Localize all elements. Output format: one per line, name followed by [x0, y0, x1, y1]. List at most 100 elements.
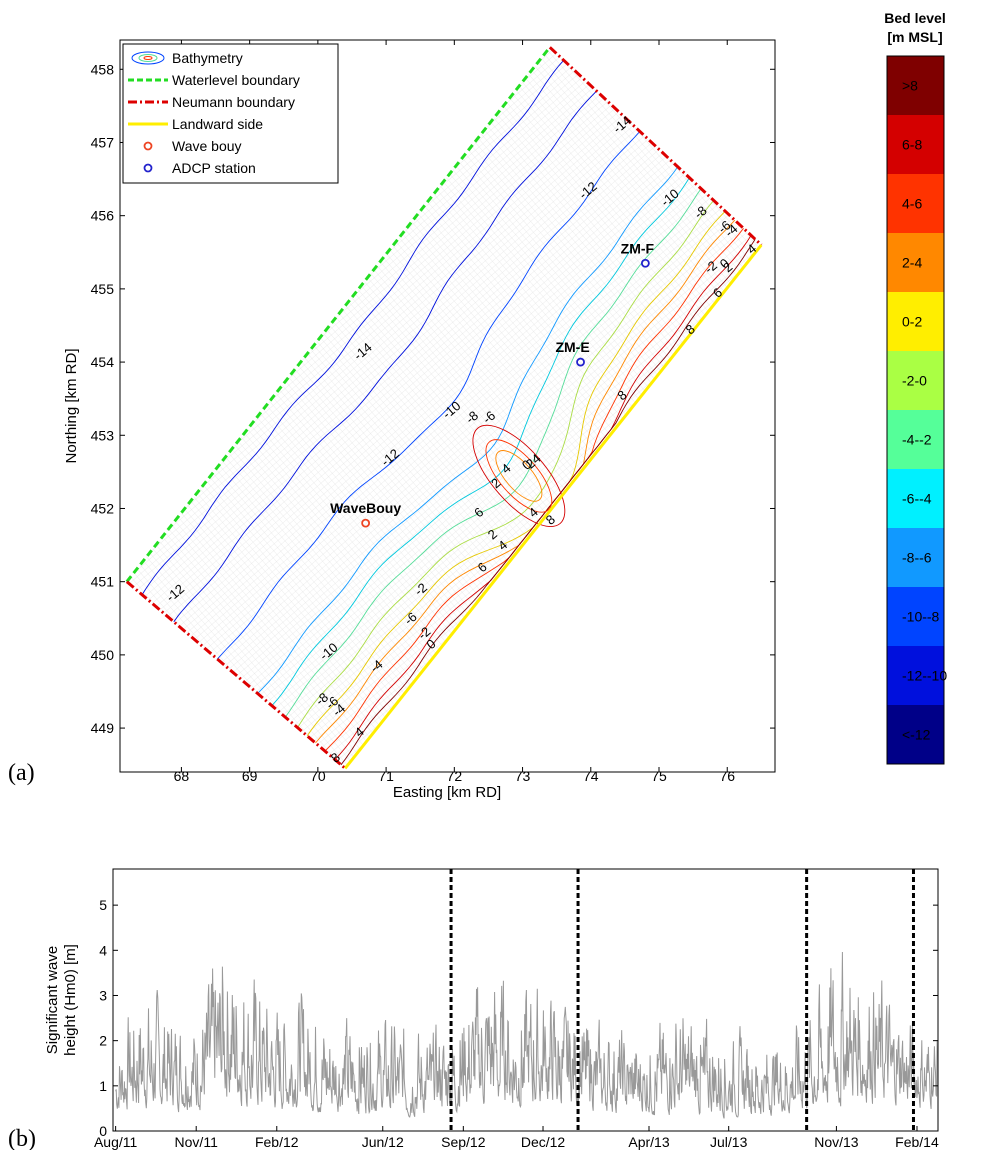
- y-tick-label: 1: [99, 1078, 107, 1094]
- panel-label-a: (a): [8, 760, 35, 786]
- colorbar-label: 6-8: [902, 137, 922, 153]
- legend-bathymetry-icon-inner: [138, 54, 158, 62]
- y-tick-label: 450: [91, 647, 115, 663]
- station-label: ZM-E: [555, 339, 589, 355]
- x-tick-label: 70: [310, 768, 326, 784]
- x-tick-label: Nov/11: [175, 1134, 219, 1150]
- landward-side: [343, 244, 763, 770]
- colorbar-label: -8--6: [902, 550, 932, 566]
- x-tick-label: Jul/13: [710, 1134, 748, 1150]
- x-tick-label: Dec/12: [521, 1134, 566, 1150]
- colorbar-swatch: [887, 233, 944, 292]
- waterlevel-boundary: [125, 46, 552, 583]
- legend-label: Landward side: [172, 116, 263, 132]
- wave-x-ticks: Aug/11 Nov/11 Feb/12 Jun/12 Sep/12 Dec/12 Apr/…: [94, 1126, 939, 1150]
- colorbar-title-line2: [m MSL]: [887, 29, 942, 45]
- wave-y-ticks: 0 1 2 3 4 5: [99, 897, 938, 1139]
- legend-bathymetry-icon-core: [143, 56, 153, 60]
- y-tick-label: 449: [91, 720, 115, 736]
- contour-line: [284, 188, 702, 718]
- colorbar-label: -10--8: [902, 609, 940, 625]
- x-tick-label: 72: [447, 768, 463, 784]
- legend-marker-icon: [143, 141, 153, 151]
- colorbar-label: -6--4: [902, 491, 932, 507]
- x-tick-label: Feb/14: [895, 1134, 939, 1150]
- legend-marker-icon: [143, 163, 153, 173]
- legend-label: Waterlevel boundary: [172, 72, 300, 88]
- y-tick-label: 451: [91, 574, 115, 590]
- y-tick-label: 455: [91, 281, 115, 297]
- wave-panel: Aug/11 Nov/11 Feb/12 Jun/12 Sep/12 Dec/12 Apr/…: [8, 868, 939, 1150]
- y-tick-label: 456: [91, 208, 115, 224]
- stations: WaveBouy ZM-E ZM-F: [330, 240, 655, 528]
- wave-y-axis-label-line1: Significant wave: [44, 946, 61, 1054]
- colorbar-label: 0-2: [902, 314, 922, 330]
- x-tick-label: 69: [242, 768, 258, 784]
- colorbar-label: <-12: [902, 727, 931, 743]
- x-tick-label: 68: [174, 768, 190, 784]
- legend-label: Bathymetry: [172, 50, 243, 66]
- x-tick-label: 76: [719, 768, 735, 784]
- colorbar-swatch: [887, 174, 944, 233]
- shoal-contour: [485, 439, 553, 513]
- legend-label: ADCP station: [172, 160, 256, 176]
- x-tick-label: 74: [583, 768, 599, 784]
- contour-line: [216, 131, 641, 660]
- station-marker: [361, 518, 371, 528]
- x-tick-label: 73: [515, 768, 531, 784]
- y-tick-label: 454: [91, 354, 115, 370]
- x-tick-label: 71: [378, 768, 394, 784]
- colorbar-label: -4--2: [902, 432, 932, 448]
- legend-label: Neumann boundary: [172, 94, 295, 110]
- contour-line: [271, 177, 690, 706]
- colorbar-frame: [886, 55, 945, 765]
- map-x-axis-label: Easting [km RD]: [393, 784, 501, 801]
- colorbar-swatch: [887, 410, 944, 469]
- colorbar-swatch: [887, 705, 944, 764]
- y-tick-label: 458: [91, 61, 115, 77]
- station-label: WaveBouy: [330, 500, 401, 516]
- x-tick-label: Nov/13: [814, 1134, 859, 1150]
- legend-label: Wave bouy: [172, 138, 242, 154]
- contour-line: [297, 200, 715, 728]
- neumann-boundary-south: [125, 580, 347, 770]
- model-boundaries: [125, 46, 763, 770]
- period-separators: [449, 869, 915, 1131]
- y-tick-label: 457: [91, 134, 115, 150]
- map-y-axis-label: Northing [km RD]: [63, 348, 80, 463]
- y-tick-label: 452: [91, 500, 115, 516]
- y-tick-label: 453: [91, 427, 115, 443]
- y-tick-label: 4: [99, 942, 107, 958]
- map-x-ticks: 68 69 70 71 72 73 74 75 76: [174, 40, 735, 784]
- colorbar-swatch: [887, 292, 944, 351]
- station-marker: [576, 357, 585, 367]
- x-tick-label: Sep/12: [441, 1134, 486, 1150]
- colorbar-label: 2-4: [902, 255, 922, 271]
- colorbar-swatch: [887, 528, 944, 587]
- legend-bathymetry-icon: [131, 51, 165, 65]
- colorbar-swatch: [887, 587, 944, 646]
- map-y-ticks: 449 450 451 452 453 454 455 456 457 458: [91, 61, 775, 736]
- shoal-contour: [495, 450, 543, 502]
- contour-line: [173, 90, 597, 623]
- y-tick-label: 5: [99, 897, 107, 913]
- x-tick-label: Aug/11: [94, 1134, 138, 1150]
- colorbar-swatch: [887, 351, 944, 410]
- colorbar-swatch: [887, 469, 944, 528]
- y-tick-label: 3: [99, 987, 107, 1003]
- station-label: ZM-F: [621, 240, 655, 256]
- y-tick-label: 2: [99, 1033, 107, 1049]
- legend-box: [122, 43, 339, 184]
- colorbar-label: -12--10: [902, 668, 947, 684]
- wave-height-series: [115, 951, 938, 1119]
- colorbar-swatch: [887, 646, 944, 705]
- x-tick-label: Jun/12: [362, 1134, 404, 1150]
- x-tick-label: Apr/13: [628, 1134, 669, 1150]
- contour-line: [141, 60, 565, 595]
- contour-line: [257, 166, 679, 694]
- x-tick-label: Feb/12: [255, 1134, 299, 1150]
- colorbar-swatch: [887, 56, 944, 115]
- station-marker: [640, 258, 650, 268]
